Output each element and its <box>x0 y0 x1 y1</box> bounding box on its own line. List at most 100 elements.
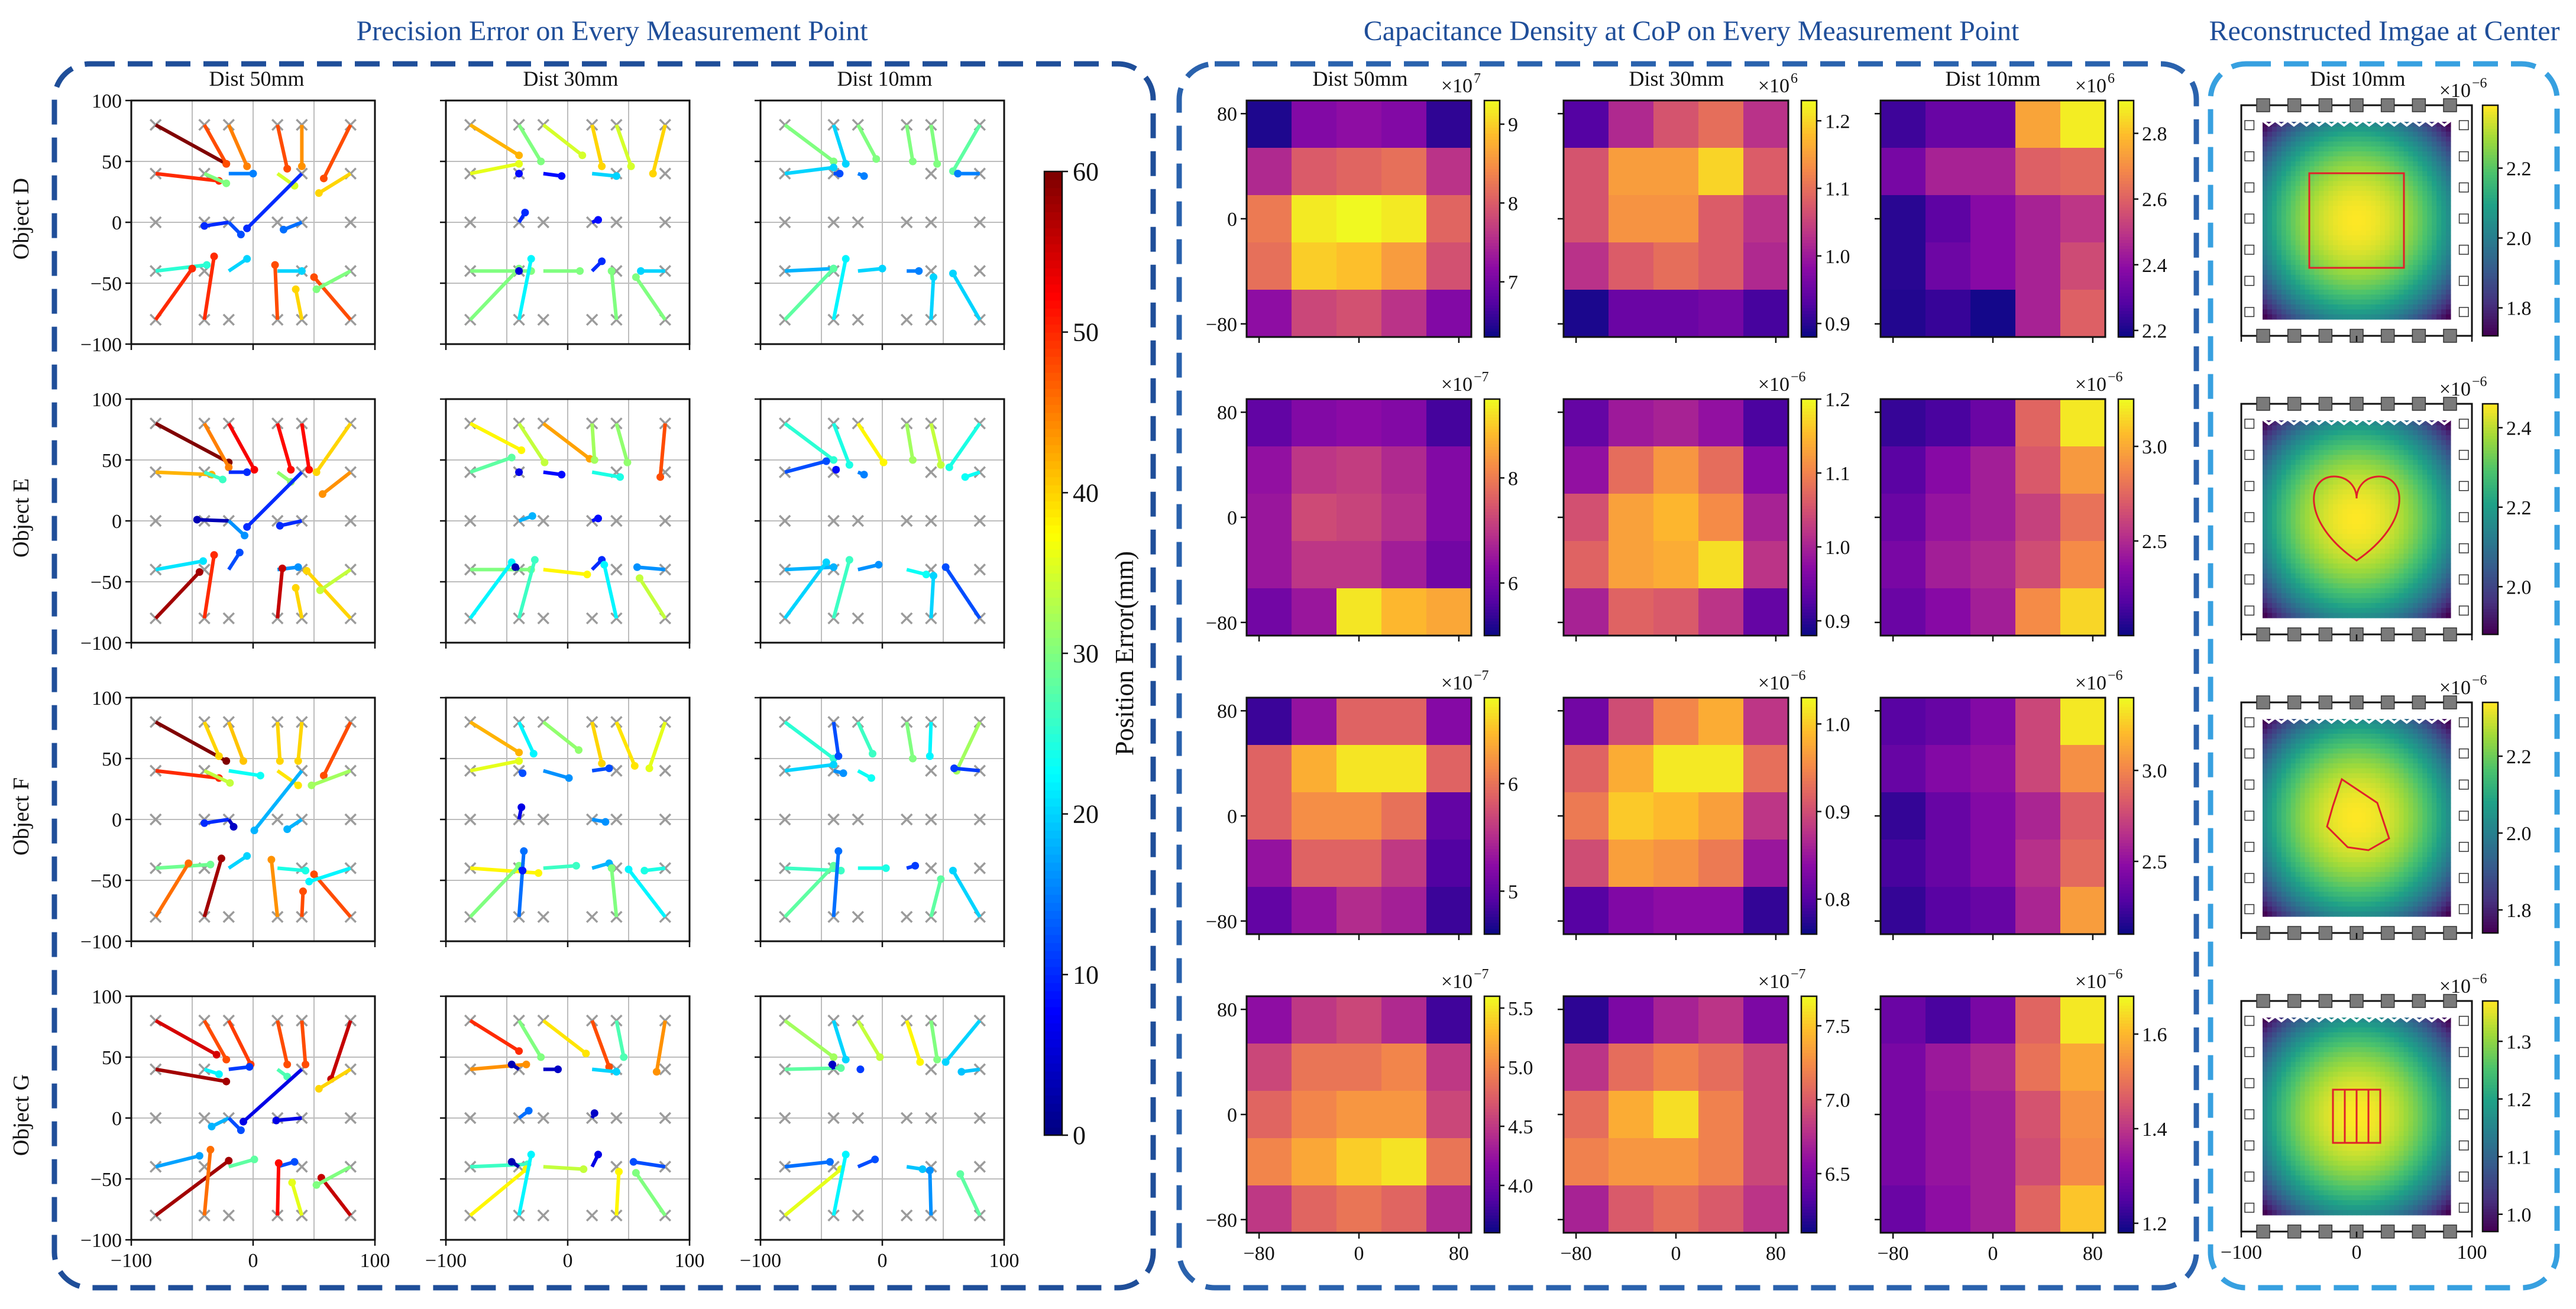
colorbar-segment <box>2118 139 2134 142</box>
recon-pixel <box>2271 280 2277 286</box>
recon-pixel <box>2441 235 2446 241</box>
recon-pixel <box>2446 494 2451 500</box>
error-vector <box>929 879 943 918</box>
recon-pixel <box>2408 127 2413 132</box>
colorbar-segment <box>1484 1052 1500 1056</box>
error-vector <box>517 258 533 320</box>
recon-pixel <box>2361 504 2367 510</box>
recon-pixel <box>2352 131 2357 137</box>
recon-pixel <box>2413 255 2418 261</box>
recon-pixel <box>2347 280 2352 286</box>
recon-pixel <box>2427 250 2432 256</box>
recon-pixel <box>2413 314 2418 320</box>
recon-pixel <box>2427 430 2432 436</box>
colorbar-segment <box>1484 630 1500 633</box>
colorbar-segment <box>2118 905 2134 908</box>
recon-pixel <box>2309 146 2315 152</box>
recon-pixel <box>2300 499 2306 505</box>
colorbar-segment <box>2118 506 2134 509</box>
recon-pixel <box>2408 294 2413 300</box>
recon-pixel <box>2276 205 2282 211</box>
colorbar-segment <box>2118 201 2134 205</box>
error-vector <box>276 124 289 170</box>
colorbar-segment <box>2118 612 2134 615</box>
recon-pixel <box>2338 205 2343 211</box>
heatmap-cell <box>1336 840 1382 887</box>
colorbar-segment <box>1801 420 1817 423</box>
recon-pixel <box>2328 299 2334 305</box>
recon-pixel <box>2394 146 2400 152</box>
recon-pixel <box>2338 230 2343 236</box>
recon-pixel <box>2418 196 2423 202</box>
heatmap-cell <box>2060 399 2106 447</box>
recon-pixel <box>2267 280 2273 286</box>
colorbar-segment <box>1484 866 1500 870</box>
recon-pixel <box>2281 141 2287 147</box>
recon-pixel <box>2446 127 2451 132</box>
error-vector <box>602 564 619 619</box>
recon-pixel <box>2436 240 2442 246</box>
recon-pixel <box>2328 205 2334 211</box>
colorbar-segment <box>1484 101 1500 104</box>
measurement-point-marker <box>900 612 913 625</box>
colorbar-segment <box>1484 721 1500 725</box>
recon-pixel <box>2408 137 2413 142</box>
recon-pixel <box>2427 235 2432 241</box>
recon-pixel <box>2408 166 2413 172</box>
recon-pixel <box>2295 245 2301 251</box>
colorbar-segment <box>2118 1185 2134 1189</box>
recon-pixel <box>2436 190 2442 196</box>
recon-pixel <box>2380 210 2386 216</box>
recon-pixel <box>2305 489 2310 495</box>
recon-pixel <box>2342 176 2348 182</box>
recon-pixel <box>2375 289 2381 295</box>
y-tick-label: 0 <box>1227 806 1237 828</box>
error-vector <box>591 470 621 479</box>
recon-pixel <box>2422 196 2428 202</box>
error-vector <box>634 1172 667 1217</box>
heatmap-cell <box>2060 541 2106 589</box>
recon-pixel <box>2403 240 2409 246</box>
error-vector <box>590 1020 611 1068</box>
estimated-point <box>517 446 526 455</box>
colorbar-segment <box>1801 423 1817 426</box>
colorbar-segment <box>1801 1088 1817 1091</box>
colorbar-segment <box>1801 1073 1817 1077</box>
recon-pixel <box>2263 440 2268 446</box>
recon-pixel <box>2305 309 2310 315</box>
recon-pixel <box>2413 221 2418 226</box>
recon-pixel <box>2319 235 2324 241</box>
recon-pixel <box>2418 489 2423 495</box>
recon-pixel <box>2361 127 2367 132</box>
recon-pixel <box>2361 151 2367 157</box>
recon-pixel <box>2314 137 2319 142</box>
colorbar-segment <box>1801 414 1817 417</box>
colorbar-segment <box>2118 198 2134 202</box>
estimated-point <box>615 1168 623 1176</box>
recon-pixel <box>2380 221 2386 226</box>
colorbar-segment <box>1484 248 1500 252</box>
recon-pixel <box>2436 176 2442 182</box>
recon-pixel <box>2389 156 2395 162</box>
colorbar-segment <box>2118 500 2134 503</box>
heatmap-cell <box>1970 887 2016 935</box>
recon-pixel <box>2446 435 2451 440</box>
colorbar-segment <box>2483 301 2498 305</box>
colorbar-segment <box>1801 1197 1817 1201</box>
estimated-point <box>312 1181 321 1189</box>
colorbar-segment <box>1484 1112 1500 1115</box>
recon-pixel <box>2361 137 2367 142</box>
recon-pixel <box>2271 504 2277 510</box>
colorbar-segment <box>1801 239 1817 243</box>
error-vector <box>202 124 228 165</box>
recon-pixel <box>2271 299 2277 305</box>
estimated-point <box>594 514 602 523</box>
recon-pixel <box>2295 294 2301 300</box>
colorbar-segment <box>2118 618 2134 621</box>
heatmap-cell <box>1292 588 1337 636</box>
measurement-point-marker <box>585 313 598 326</box>
colorbar-segment <box>1484 1026 1500 1029</box>
recon-pixel <box>2436 450 2442 456</box>
colorbar-segment <box>1484 816 1500 819</box>
recon-pixel <box>2418 435 2423 440</box>
